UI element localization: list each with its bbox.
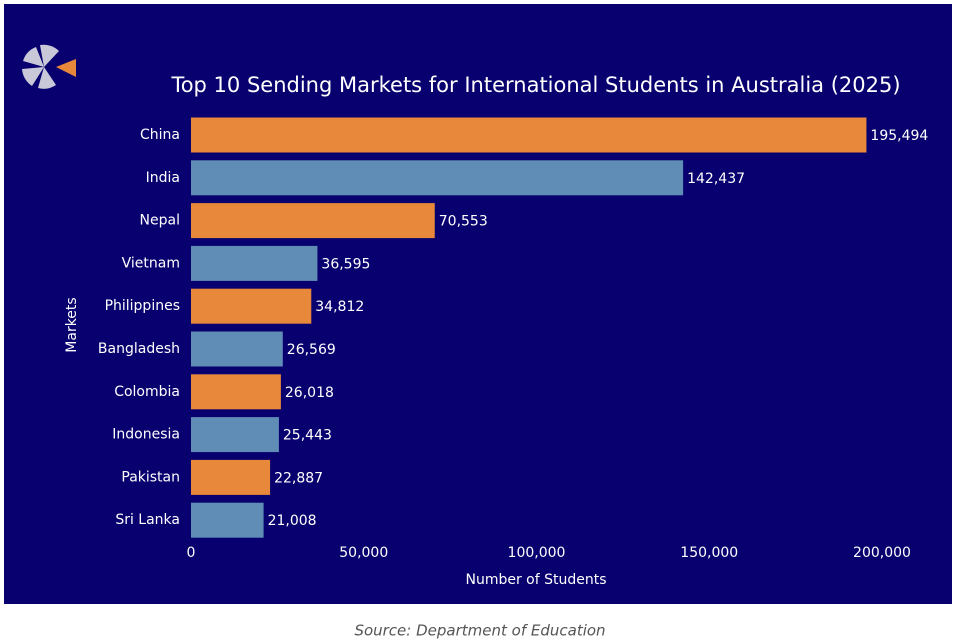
- y-tick-label: Nepal: [140, 213, 180, 229]
- y-tick-label: Philippines: [105, 298, 180, 314]
- x-tick-label: 200,000: [853, 545, 911, 561]
- x-tick-label: 150,000: [680, 545, 738, 561]
- bar: [191, 374, 281, 410]
- x-tick-label: 0: [187, 545, 196, 561]
- source-caption: Source: Department of Education: [354, 622, 605, 640]
- x-axis-title: Number of Students: [465, 572, 606, 588]
- data-label: 142,437: [687, 171, 745, 187]
- y-tick-label: Vietnam: [122, 255, 180, 271]
- data-label: 70,553: [439, 214, 488, 230]
- x-tick-label: 100,000: [508, 545, 566, 561]
- y-axis-title: Markets: [64, 297, 80, 352]
- x-tick-label: 50,000: [339, 545, 388, 561]
- bar: [191, 203, 435, 239]
- data-label: 34,812: [315, 299, 364, 315]
- data-label: 22,887: [274, 470, 323, 486]
- data-label: 26,569: [287, 342, 336, 358]
- bar: [191, 160, 684, 196]
- data-label: 195,494: [870, 128, 928, 144]
- bar: [191, 417, 279, 453]
- data-label: 25,443: [283, 428, 332, 444]
- bar: [191, 288, 312, 324]
- bar: [191, 459, 271, 495]
- y-tick-label: Pakistan: [121, 469, 180, 485]
- bar: [191, 245, 318, 281]
- y-tick-label: Colombia: [114, 384, 180, 400]
- data-label: 21,008: [268, 513, 317, 529]
- y-tick-label: Indonesia: [112, 427, 180, 443]
- data-label: 36,595: [321, 256, 370, 272]
- data-label: 26,018: [285, 385, 334, 401]
- y-tick-label: India: [146, 170, 180, 186]
- chart-background: [4, 4, 952, 604]
- y-tick-label: Bangladesh: [98, 341, 180, 357]
- bar: [191, 117, 867, 153]
- y-tick-label: Sri Lanka: [115, 512, 180, 528]
- logo: [22, 44, 76, 89]
- bar: [191, 331, 283, 367]
- chart-title: Top 10 Sending Markets for International…: [170, 73, 900, 97]
- bar: [191, 502, 264, 538]
- y-tick-label: China: [140, 127, 180, 143]
